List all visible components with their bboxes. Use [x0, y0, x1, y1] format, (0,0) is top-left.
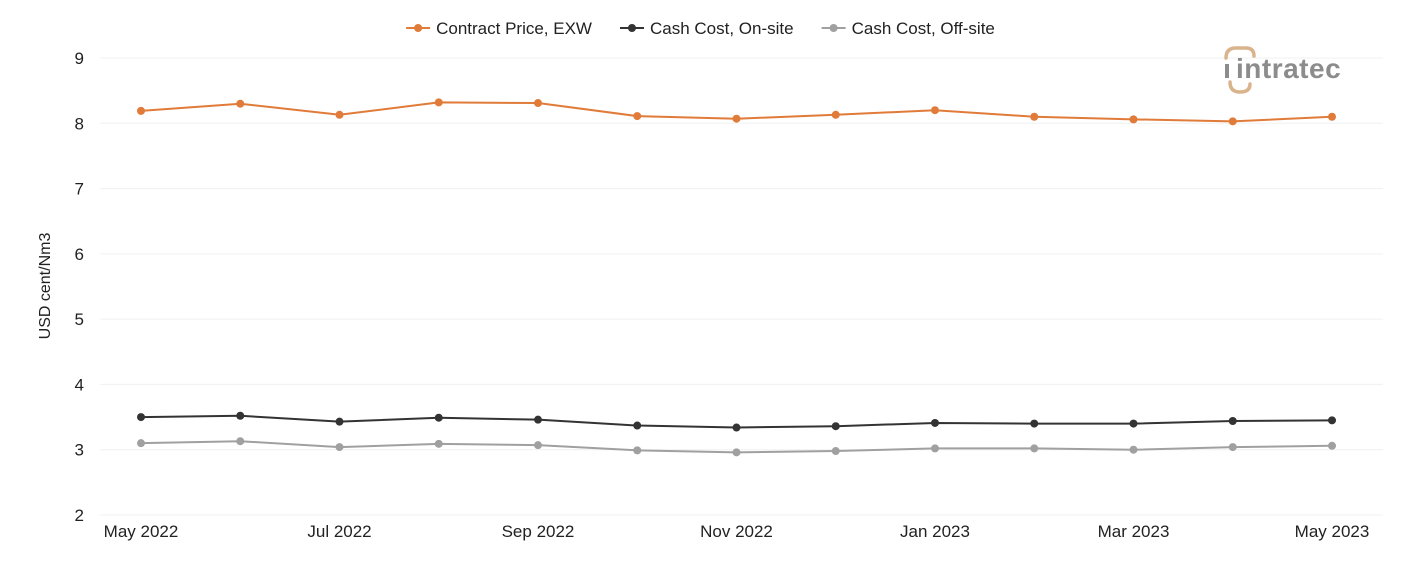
x-tick-label: Jan 2023: [900, 522, 970, 541]
data-point[interactable]: [1129, 115, 1138, 124]
y-tick-label: 3: [75, 441, 84, 460]
y-tick-label: 2: [75, 506, 84, 525]
y-tick-label: 5: [75, 310, 84, 329]
data-point[interactable]: [633, 112, 642, 121]
data-point[interactable]: [434, 413, 443, 422]
y-tick-label: 7: [75, 180, 84, 199]
legend[interactable]: Contract Price, EXW Cash Cost, On-site Cas…: [406, 19, 995, 38]
data-point[interactable]: [335, 110, 344, 119]
y-tick-label: 8: [75, 114, 84, 133]
data-point[interactable]: [633, 446, 642, 455]
data-point[interactable]: [534, 99, 542, 108]
series-contract-price-exw: [137, 98, 1336, 126]
y-axis-title: USD cent/Nm3: [37, 233, 54, 340]
data-point[interactable]: [335, 417, 344, 426]
legend-label: Contract Price, EXW: [436, 19, 592, 38]
data-point[interactable]: [1328, 112, 1336, 121]
intratec-logo-icon: [1224, 46, 1256, 94]
grid-lines: [100, 57, 1383, 516]
data-point[interactable]: [1228, 117, 1237, 126]
data-point[interactable]: [434, 439, 443, 448]
data-point[interactable]: [931, 418, 939, 427]
legend-dot-marker: [829, 24, 838, 32]
data-point[interactable]: [1328, 441, 1336, 450]
legend-label: Cash Cost, Off-site: [852, 19, 995, 38]
x-tick-label: Sep 2022: [502, 522, 575, 541]
data-point[interactable]: [434, 98, 443, 107]
data-point[interactable]: [1129, 419, 1138, 428]
data-point[interactable]: [633, 421, 642, 430]
watermark-text: intratec: [1236, 53, 1341, 84]
data-point[interactable]: [1228, 443, 1237, 452]
series-group: [137, 98, 1336, 457]
y-axis-ticks: 2 3 4 5 6 7 8 9: [75, 49, 84, 525]
data-point[interactable]: [732, 423, 741, 432]
legend-item[interactable]: Cash Cost, On-site: [619, 19, 794, 38]
x-tick-label: Nov 2022: [700, 522, 773, 541]
data-point[interactable]: [831, 110, 840, 119]
legend-item[interactable]: Cash Cost, Off-site: [821, 19, 995, 38]
data-point[interactable]: [1030, 419, 1039, 428]
data-point[interactable]: [1129, 445, 1138, 454]
data-point[interactable]: [831, 447, 840, 456]
data-point[interactable]: [236, 437, 245, 446]
data-point[interactable]: [137, 439, 145, 448]
data-point[interactable]: [137, 413, 145, 422]
y-tick-label: 4: [75, 375, 84, 394]
data-point[interactable]: [236, 99, 245, 108]
y-tick-label: 9: [75, 49, 84, 68]
legend-label: Cash Cost, On-site: [650, 19, 794, 38]
series-cash-cost-off-site: [137, 437, 1336, 457]
x-tick-label: May 2022: [104, 522, 179, 541]
data-point[interactable]: [732, 114, 741, 123]
y-tick-label: 6: [75, 245, 84, 264]
data-point[interactable]: [1328, 416, 1336, 425]
x-tick-label: Jul 2022: [307, 522, 371, 541]
data-point[interactable]: [1030, 112, 1039, 121]
watermark-logo: intratec: [1224, 46, 1341, 94]
legend-dot-marker: [414, 24, 423, 32]
data-point[interactable]: [137, 106, 145, 115]
data-point[interactable]: [931, 106, 939, 115]
data-point[interactable]: [534, 415, 542, 424]
x-tick-label: Mar 2023: [1098, 522, 1170, 541]
data-point[interactable]: [831, 422, 840, 431]
data-point[interactable]: [236, 411, 245, 420]
x-tick-label: May 2023: [1295, 522, 1370, 541]
data-point[interactable]: [732, 448, 741, 457]
x-axis-ticks: May 2022 Jul 2022 Sep 2022 Nov 2022 Jan 2023…: [104, 522, 1370, 541]
legend-dot-marker: [627, 24, 636, 32]
data-point[interactable]: [335, 443, 344, 452]
data-point[interactable]: [1228, 416, 1237, 425]
legend-item[interactable]: Contract Price, EXW: [406, 19, 592, 38]
data-point[interactable]: [1030, 444, 1039, 453]
series-cash-cost-on-site: [137, 411, 1336, 432]
data-point[interactable]: [931, 444, 939, 453]
data-point[interactable]: [534, 441, 542, 450]
